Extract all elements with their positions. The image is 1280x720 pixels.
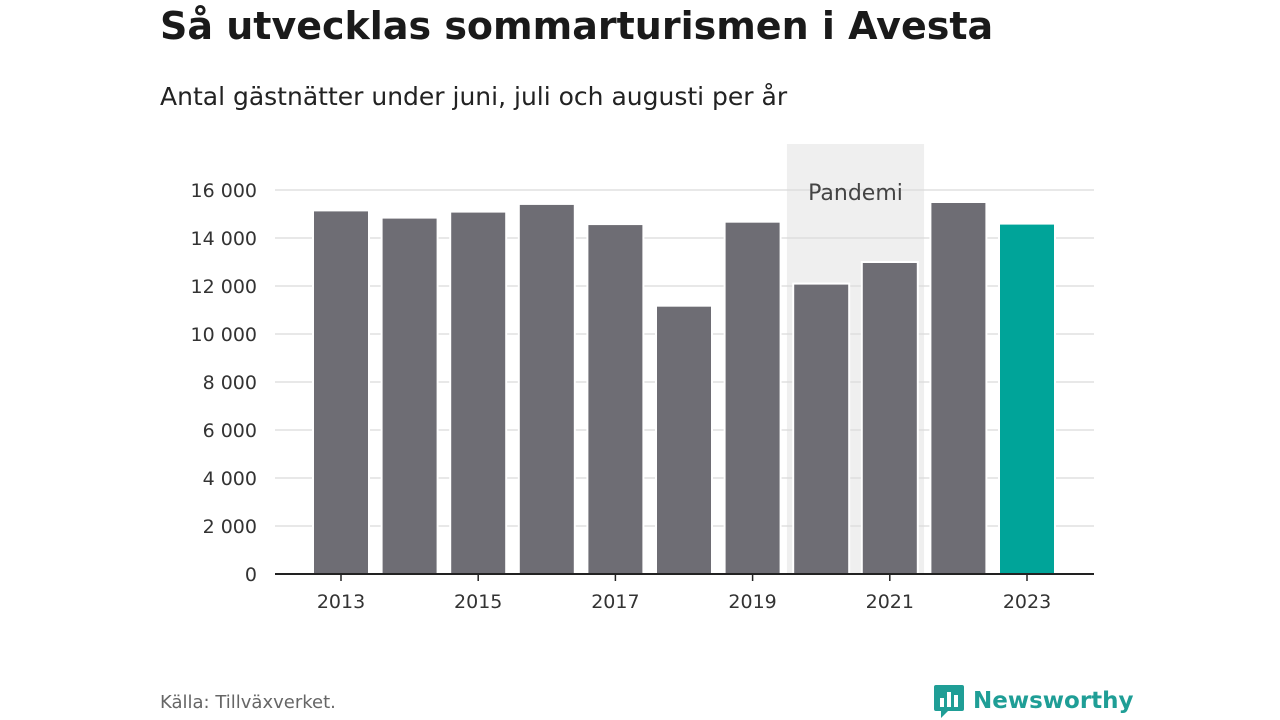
bar-2014 — [380, 216, 439, 575]
y-tick-label: 16 000 — [191, 180, 257, 202]
bar-2018 — [655, 304, 713, 575]
brand-logo: Newsworthy — [933, 683, 1134, 719]
chart-title: Så utvecklas sommarturismen i Avesta — [160, 4, 994, 48]
chart-subtitle: Antal gästnätter under juni, juli och au… — [160, 82, 788, 111]
bar-chart: Pandemi 0 2 000 4 000 6 000 8 000 10 000 12 000… — [191, 144, 1094, 613]
x-tick-label: 2021 — [866, 591, 914, 613]
y-tick-label: 12 000 — [191, 276, 257, 298]
y-tick-label: 10 000 — [191, 324, 257, 346]
annotation-label: Pandemi — [808, 181, 903, 206]
y-tick-label: 2 000 — [203, 516, 257, 538]
brand-name: Newsworthy — [973, 688, 1134, 714]
x-tick-label: 2023 — [1003, 591, 1051, 613]
y-tick-label: 6 000 — [203, 420, 257, 442]
y-tick-label: 4 000 — [203, 468, 257, 490]
bar-2022 — [929, 201, 988, 575]
bar-2013 — [312, 209, 370, 575]
bar-2019 — [723, 220, 782, 575]
x-tick-label: 2013 — [317, 591, 365, 613]
bar-2017 — [586, 223, 645, 576]
x-tick-label: 2015 — [454, 591, 502, 613]
y-tick-label: 8 000 — [203, 372, 257, 394]
bar-2021 — [860, 261, 919, 575]
bar-2020 — [792, 282, 851, 575]
x-tick-label: 2017 — [591, 591, 639, 613]
y-tick-label: 14 000 — [191, 228, 257, 250]
source-note: Källa: Tillväxverket. — [160, 692, 336, 713]
y-tick-label: 0 — [245, 564, 257, 586]
bar-2023 — [998, 222, 1056, 575]
bar-2015 — [449, 210, 508, 575]
bar-chart-speech-icon — [934, 685, 964, 718]
x-tick-label: 2019 — [728, 591, 776, 613]
bar-2016 — [517, 202, 576, 575]
